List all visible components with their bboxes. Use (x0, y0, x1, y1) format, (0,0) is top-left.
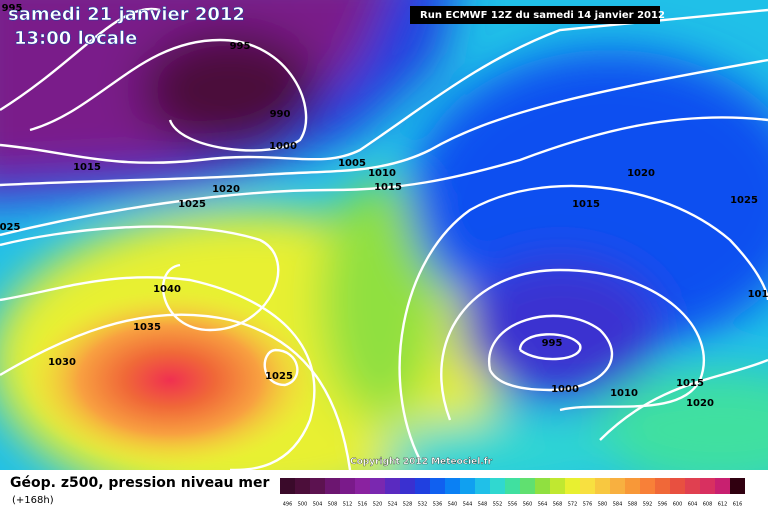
colorbar-label: 572 (568, 502, 578, 508)
copyright: Copyright 2012 Meteociel.fr (350, 457, 493, 467)
color-swatch (520, 478, 535, 494)
isobar-label: 1030 (48, 357, 76, 368)
isobar-label: 995 (542, 338, 563, 349)
color-swatch (550, 478, 565, 494)
color-swatch (280, 478, 295, 494)
color-swatch (655, 478, 670, 494)
isobar-label: 1000 (551, 384, 579, 395)
color-swatch (730, 478, 745, 494)
colorbar-label: 512 (343, 502, 353, 508)
colorbar-label: 616 (733, 502, 743, 508)
run-box (410, 6, 660, 24)
colorbar-label: 612 (718, 502, 728, 508)
isobar-label: 995 (2, 3, 23, 14)
colorbar-label: 500 (298, 502, 308, 508)
colorbar-label: 568 (553, 502, 563, 508)
colorbar-label: 552 (493, 502, 503, 508)
colorbar-label: 580 (598, 502, 608, 508)
color-swatch (580, 478, 595, 494)
isobar-label: 1010 (368, 168, 396, 179)
colorbar-label: 600 (673, 502, 683, 508)
isobar-label: 1025 (265, 371, 293, 382)
isobar-label: 1010 (610, 388, 638, 399)
colorbar-label: 520 (373, 502, 383, 508)
colorbar-label: 588 (628, 502, 638, 508)
isobar-label: 1035 (133, 322, 161, 333)
isobar-label: 025 (0, 222, 20, 233)
isobar-label: 990 (270, 109, 291, 120)
color-swatch (595, 478, 610, 494)
colorbar-label: 564 (538, 502, 548, 508)
color-swatch (475, 478, 490, 494)
run: Run ECMWF 12Z du samedi 14 janvier 2012 (420, 10, 665, 21)
isobar-label: 1015 (572, 199, 600, 210)
colorbar-label: 532 (418, 502, 428, 508)
color-swatch (490, 478, 505, 494)
colorbar-label: 560 (523, 502, 533, 508)
isobar-label: 995 (230, 41, 251, 52)
colorbar-label: 592 (643, 502, 653, 508)
color-swatch (685, 478, 700, 494)
color-swatch (415, 478, 430, 494)
colorbar-label: 544 (463, 502, 473, 508)
isobar-label: 1020 (212, 184, 240, 195)
isobar-label: 1025 (730, 195, 758, 206)
color-swatch (460, 478, 475, 494)
color-swatch (445, 478, 460, 494)
color-swatch (400, 478, 415, 494)
isobar-label: 1005 (338, 158, 366, 169)
isobar-label: 1000 (269, 141, 297, 152)
color-swatch (625, 478, 640, 494)
isobar-labels: 9959959901000100510101015101510201025025… (0, 3, 768, 409)
isobar-label: 1025 (178, 199, 206, 210)
isobar-label: 1015 (374, 182, 402, 193)
time: 13:00 locale (14, 28, 137, 49)
legend-lead: (+168h) (12, 495, 54, 506)
colorbar-label: 508 (328, 502, 338, 508)
isobar-label: 1020 (627, 168, 655, 179)
color-swatch (565, 478, 580, 494)
date: samedi 21 janvier 2012 (8, 4, 245, 25)
color-swatch (670, 478, 685, 494)
colorbar-label: 528 (403, 502, 413, 508)
colorbar-label: 584 (613, 502, 623, 508)
color-swatch (640, 478, 655, 494)
colorbar-label: 604 (688, 502, 698, 508)
isobar-label: 1040 (153, 284, 181, 295)
colorbar-label: 536 (433, 502, 443, 508)
colorbar-label: 504 (313, 502, 323, 508)
isobar-label: 1020 (686, 398, 714, 409)
color-swatch (505, 478, 520, 494)
color-swatch (535, 478, 550, 494)
colorbar-label: 596 (658, 502, 668, 508)
legend-title: Géop. z500, pression niveau mer (10, 475, 269, 491)
colorbar-label: 608 (703, 502, 713, 508)
color-swatch (430, 478, 445, 494)
color-swatch (325, 478, 340, 494)
color-swatch (370, 478, 385, 494)
colorbar-label: 516 (358, 502, 368, 508)
color-swatch (700, 478, 715, 494)
isobar-label: 1015 (676, 378, 704, 389)
colorbar-label: 556 (508, 502, 518, 508)
isobars (0, 7, 768, 472)
color-swatch (340, 478, 355, 494)
colorbar: 496 500 504 508 512 516 520 524 528 532 536 540 544 5… (280, 478, 745, 508)
colorbar-label: 548 (478, 502, 488, 508)
isobar-label: 1015 (73, 162, 101, 173)
colorbar-label: 524 (388, 502, 398, 508)
color-swatch (310, 478, 325, 494)
color-swatch (715, 478, 730, 494)
color-swatch (295, 478, 310, 494)
colorbar-label: 576 (583, 502, 593, 508)
color-swatch (355, 478, 370, 494)
colorbar-label: 496 (283, 502, 293, 508)
isobar-label: 101 (748, 289, 768, 300)
colorbar-label: 540 (448, 502, 458, 508)
color-swatch (385, 478, 400, 494)
color-swatch (610, 478, 625, 494)
